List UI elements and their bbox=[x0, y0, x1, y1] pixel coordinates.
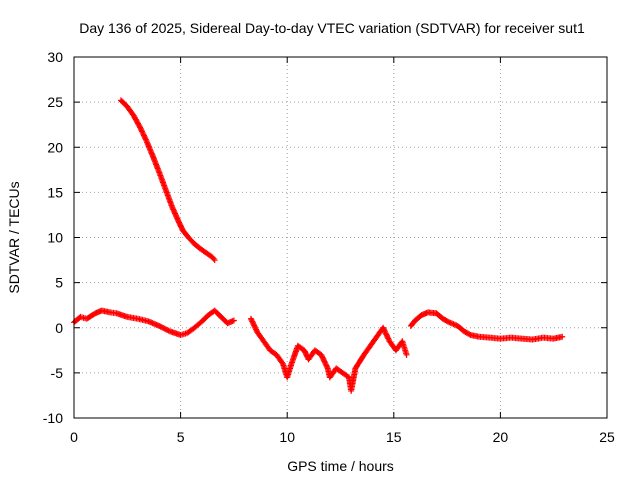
y-tick-label: 15 bbox=[47, 184, 63, 200]
data-point-trail bbox=[288, 344, 301, 366]
data-point-trail bbox=[108, 309, 119, 317]
data-point bbox=[211, 257, 218, 264]
data-point bbox=[230, 317, 237, 324]
x-axis-label: GPS time / hours bbox=[287, 458, 394, 474]
data-point-trail bbox=[185, 233, 196, 245]
x-tick-label: 5 bbox=[177, 429, 185, 445]
axis-ticks bbox=[73, 56, 608, 419]
x-tick-label: 10 bbox=[279, 429, 295, 445]
data-point-trail bbox=[125, 104, 136, 118]
data-point-trail bbox=[131, 113, 143, 130]
chart-title: Day 136 of 2025, Sidereal Day-to-day VTE… bbox=[79, 20, 585, 36]
data-point-trail bbox=[434, 311, 445, 321]
data-point-trail bbox=[204, 250, 215, 260]
data-point-trail bbox=[413, 313, 424, 323]
data-point-trail bbox=[199, 313, 211, 324]
data-point-trail bbox=[248, 317, 260, 334]
data-point-trail bbox=[137, 125, 149, 143]
data-point bbox=[559, 333, 566, 340]
data-point-trail bbox=[144, 139, 156, 158]
data-point-trail bbox=[353, 353, 367, 371]
series-0 bbox=[117, 97, 218, 264]
data-point bbox=[403, 351, 410, 358]
data-point-trail bbox=[191, 319, 204, 331]
tick-labels: 0 5 10 15 20 25 -10 -5 0 5 10 15 20 25 30 bbox=[43, 49, 615, 445]
y-tick-label: 10 bbox=[47, 230, 63, 246]
data-point-trail bbox=[212, 308, 224, 319]
data-points bbox=[71, 97, 566, 394]
data-point-trail bbox=[169, 205, 181, 223]
data-point-trail bbox=[274, 353, 286, 366]
y-tick-label: -10 bbox=[43, 410, 63, 426]
data-point-trail bbox=[399, 339, 410, 357]
y-tick-label: -5 bbox=[51, 365, 64, 381]
data-point-trail bbox=[180, 228, 190, 238]
x-tick-label: 20 bbox=[493, 429, 509, 445]
data-point-trail bbox=[334, 366, 345, 375]
data-point-trail bbox=[118, 98, 130, 109]
data-point-trail bbox=[179, 330, 189, 338]
data-point-trail bbox=[368, 335, 379, 348]
data-point-trail bbox=[268, 348, 279, 357]
data-point-trail bbox=[447, 319, 460, 329]
data-point bbox=[156, 322, 163, 329]
data-point-trail bbox=[156, 170, 169, 192]
series-3 bbox=[407, 309, 566, 343]
data-point-trail bbox=[318, 353, 331, 371]
data-point-trail bbox=[296, 343, 306, 353]
data-point-trail bbox=[185, 326, 196, 336]
data-point-trail bbox=[380, 326, 392, 343]
y-tick-label: 0 bbox=[55, 320, 63, 336]
y-tick-label: 5 bbox=[55, 275, 63, 291]
data-point-trail bbox=[176, 219, 186, 232]
data-point-trail bbox=[455, 323, 467, 334]
data-point-trail bbox=[361, 344, 373, 357]
x-tick-label: 25 bbox=[599, 429, 615, 445]
x-tick-label: 0 bbox=[70, 429, 78, 445]
data-point-trail bbox=[78, 314, 89, 322]
data-point-trail bbox=[408, 318, 418, 328]
grid bbox=[74, 57, 607, 418]
data-point-trail bbox=[441, 316, 451, 325]
y-tick-label: 25 bbox=[47, 94, 63, 110]
data-point-trail bbox=[462, 329, 473, 338]
plot-frame bbox=[73, 56, 608, 419]
data-point-trail bbox=[163, 188, 175, 209]
data-point bbox=[380, 324, 387, 331]
series-1 bbox=[71, 307, 237, 338]
data-point-trail bbox=[348, 366, 359, 393]
data-point bbox=[318, 351, 325, 358]
y-tick-label: 30 bbox=[47, 49, 63, 65]
data-point-trail bbox=[340, 370, 351, 380]
x-tick-label: 15 bbox=[386, 429, 402, 445]
data-point-trail bbox=[255, 330, 266, 343]
data-point bbox=[137, 124, 144, 131]
data-point-trail bbox=[198, 246, 208, 255]
y-axis-label: SDTVAR / TECUs bbox=[6, 181, 22, 293]
series-2 bbox=[247, 315, 410, 394]
data-point bbox=[247, 315, 254, 322]
data-point-trail bbox=[157, 323, 172, 334]
data-point-trail bbox=[261, 339, 273, 353]
data-point-trail bbox=[150, 154, 162, 175]
data-point-trail bbox=[85, 311, 98, 321]
data-point-trail bbox=[191, 240, 202, 251]
data-point-trail bbox=[210, 255, 217, 262]
data-point-trail bbox=[313, 348, 324, 357]
y-tick-label: 20 bbox=[47, 139, 63, 155]
